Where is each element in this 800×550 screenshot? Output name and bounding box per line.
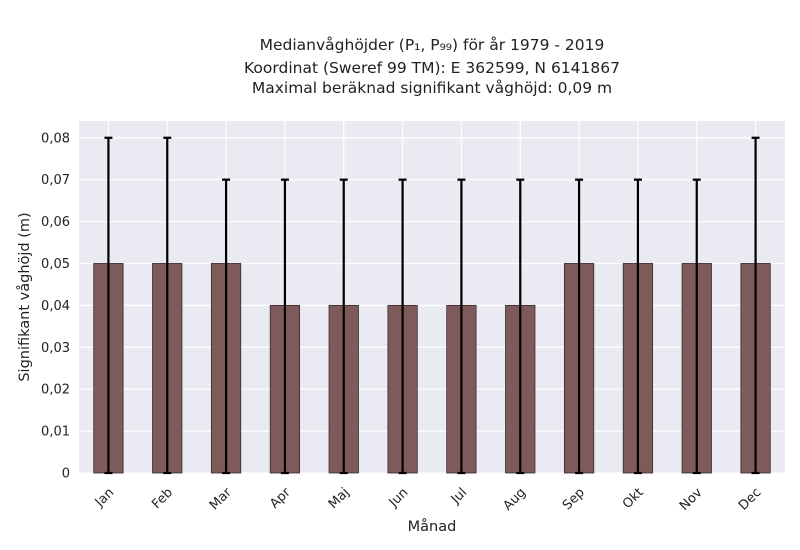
y-tick-label: 0,05 (41, 257, 70, 272)
x-tick-label: Sep (560, 485, 588, 513)
y-tick-label: 0,04 (41, 299, 70, 314)
y-axis-label: Signifikant våghöjd (m) (16, 212, 33, 381)
y-tick-label: 0,02 (41, 383, 70, 398)
x-tick-label: Aug (501, 485, 530, 514)
y-tick-label: 0,07 (41, 173, 70, 188)
y-tick-label: 0,03 (41, 341, 70, 356)
y-tick-label: 0,08 (41, 131, 70, 146)
y-tick-labels: 0 0,01 0,02 0,03 0,04 0,05 0,06 0,07 0,08 (41, 131, 70, 481)
x-tick-label: Maj (326, 485, 353, 512)
plot-area (79, 121, 785, 473)
chart-title-line-3: Maximal beräknad signifikant våghöjd: 0,… (251, 79, 613, 97)
x-axis-label: Månad (408, 518, 457, 535)
y-tick-label: 0,06 (41, 215, 70, 230)
x-tick-label: Jan (92, 485, 117, 510)
x-tick-label: Nov (677, 485, 706, 514)
y-tick-label: 0 (62, 467, 70, 482)
chart-title-line-2: Koordinat (Sweref 99 TM): E 362599, N 61… (244, 59, 620, 77)
x-tick-label: Apr (267, 485, 294, 512)
y-tick-label: 0,01 (41, 425, 70, 440)
chart-title-line-1: Medianvåghöjder (P₁, P₉₉) för år 1979 - … (259, 36, 605, 54)
x-tick-label: Dec (736, 485, 764, 513)
x-tick-labels: Jan Feb Mar Apr Maj Jun Jul Aug Sep Okt Nov Dec (92, 485, 765, 514)
x-tick-label: Okt (620, 485, 647, 512)
x-tick-label: Jun (386, 485, 412, 511)
error-bars (104, 136, 760, 475)
x-tick-label: Mar (207, 485, 235, 513)
x-tick-label: Jul (448, 485, 470, 507)
x-tick-label: Feb (149, 485, 176, 512)
